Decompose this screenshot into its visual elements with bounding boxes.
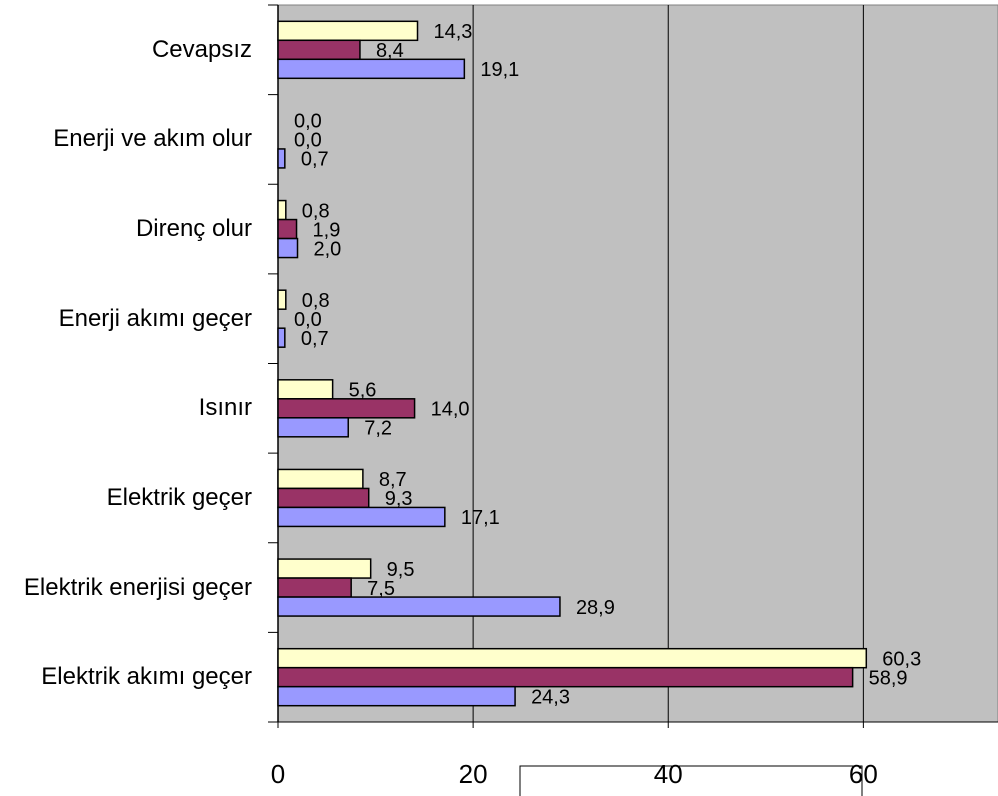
value-label: 5,6 [349, 380, 377, 402]
y-tick-label: Direnç olur [135, 215, 252, 243]
category-label-box: Elektrik akımı geçer [41, 632, 252, 722]
x-tick-label: 0 [271, 759, 285, 789]
legend-box [519, 765, 863, 796]
bar [277, 289, 287, 310]
bar [277, 327, 286, 348]
value-label: 0,0 [294, 130, 322, 152]
value-label: 0,7 [301, 328, 329, 350]
bar [277, 379, 334, 400]
x-tick-label: 40 [654, 759, 683, 789]
bar [277, 487, 370, 509]
value-label: 0,8 [302, 200, 330, 222]
value-label: 14,0 [431, 399, 470, 421]
bar [277, 218, 298, 240]
category-label-box: Elektrik geçer [107, 453, 252, 543]
bar [277, 685, 516, 707]
x-tick-label: 20 [459, 759, 488, 789]
bar [277, 647, 868, 669]
value-label: 14,3 [434, 21, 473, 43]
value-label: 0,8 [302, 290, 330, 312]
category-label-box: Direnç olur [136, 184, 252, 274]
y-tick-label: Elektrik enerjisi geçer [23, 573, 252, 601]
bar [277, 417, 349, 438]
bar [277, 558, 372, 579]
value-label: 60,3 [882, 648, 921, 670]
bar [277, 577, 352, 598]
value-label: 19,1 [480, 59, 519, 81]
category-label-box: Elektrik enerjisi geçer [24, 543, 252, 633]
value-label: 9,5 [387, 559, 415, 581]
x-tick-label: 60 [849, 759, 878, 789]
category-label-box: Enerji akımı geçer [59, 274, 252, 364]
category-label-box: Isınır [199, 364, 252, 454]
value-label: 17,1 [461, 507, 500, 529]
value-label: 2,0 [314, 238, 342, 260]
value-label: 0,7 [301, 149, 329, 171]
category-label-box: Enerji ve akım olur [53, 95, 252, 185]
value-label: 8,4 [376, 40, 404, 62]
value-label: 0,0 [294, 309, 322, 331]
bar [277, 666, 854, 688]
value-label: 58,9 [869, 667, 908, 689]
category-label-box: Cevapsız [152, 5, 252, 95]
y-tick-label: Elektrik geçer [106, 483, 252, 511]
value-label: 24,3 [531, 686, 570, 708]
value-label: 28,9 [576, 597, 615, 619]
y-tick-label: Elektrik akımı geçer [41, 663, 252, 691]
y-tick-label: Isınır [198, 394, 252, 422]
bar [277, 468, 364, 490]
value-label: 9,3 [385, 488, 413, 510]
value-label: 7,2 [364, 418, 392, 440]
value-label: 7,5 [367, 578, 395, 600]
value-label: 0,0 [294, 111, 322, 133]
bar [277, 148, 286, 169]
bar [277, 58, 466, 80]
bar [277, 20, 419, 42]
value-label: 8,7 [379, 469, 407, 491]
y-tick-label: Enerji akımı geçer [58, 304, 252, 332]
bar [277, 237, 299, 259]
y-tick-label: Enerji ve akım olur [53, 125, 252, 153]
bar [277, 39, 361, 61]
bar [277, 398, 416, 419]
bar [277, 199, 287, 221]
y-tick-label: Cevapsız [151, 35, 252, 63]
bar [277, 596, 561, 617]
value-label: 1,9 [313, 219, 341, 241]
bar [277, 506, 446, 528]
